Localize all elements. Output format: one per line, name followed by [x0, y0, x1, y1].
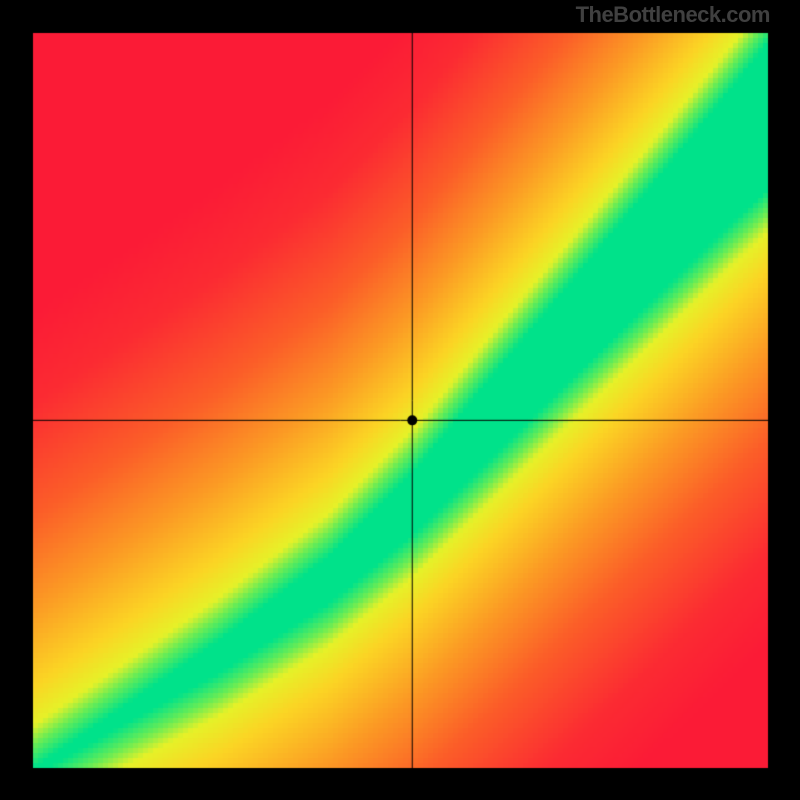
chart-container: TheBottleneck.com	[0, 0, 800, 800]
bottleneck-heatmap	[0, 0, 800, 800]
attribution-text: TheBottleneck.com	[576, 2, 770, 28]
